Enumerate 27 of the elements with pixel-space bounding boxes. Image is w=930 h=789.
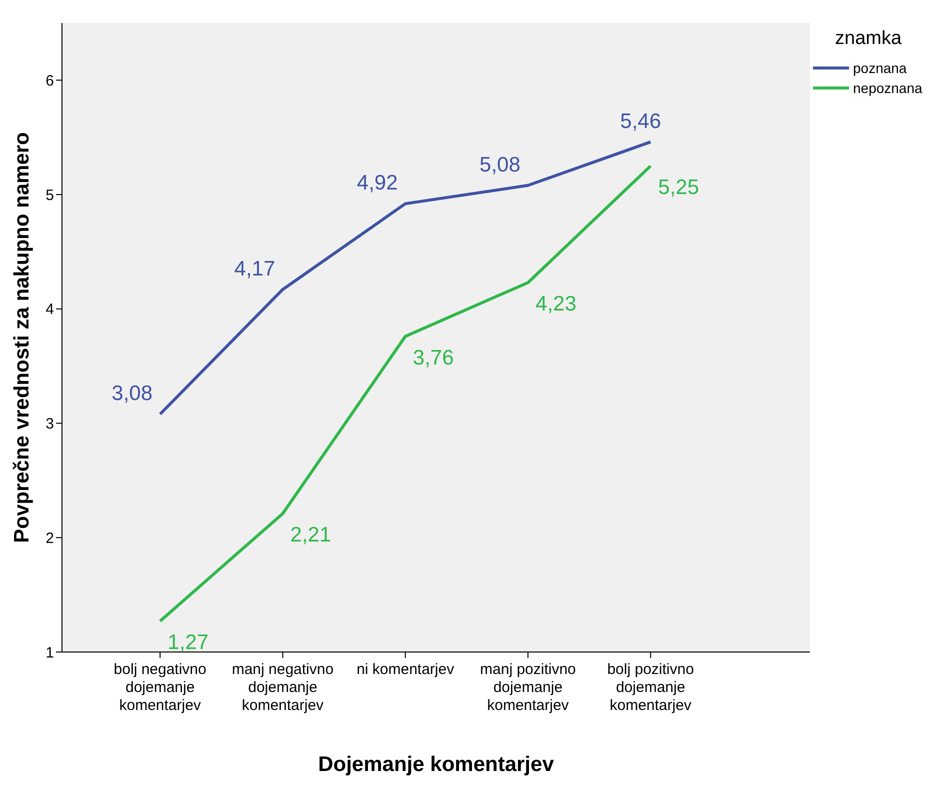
data-label: 5,25 (658, 176, 700, 199)
y-axis-title: Povprečne vrednosti za nakupno namero (10, 132, 34, 543)
legend-label: poznana (853, 60, 907, 76)
y-tick-label: 6 (46, 72, 54, 90)
x-tick-label: manj negativno dojemanje komentarjev (232, 661, 334, 714)
data-label: 1,27 (168, 631, 209, 654)
y-tick-label: 1 (46, 644, 54, 662)
x-tick-label: bolj pozitivno dojemanje komentarjev (607, 661, 694, 714)
data-label: 5,08 (480, 153, 520, 176)
x-tick-label: ni komentarjev (356, 661, 455, 678)
x-tick-label: manj pozitivno dojemanje komentarjev (480, 661, 576, 714)
y-tick-label: 2 (46, 530, 54, 547)
legend-label: nepoznana (853, 80, 922, 96)
data-label: 4,23 (536, 292, 576, 316)
data-label: 2,21 (290, 524, 332, 547)
x-tick-label: bolj negativno dojemanje komentarjev (114, 661, 206, 714)
data-label: 4,92 (356, 172, 398, 195)
x-axis-title: Dojemanje komentarjev (318, 753, 554, 776)
line-series (158, 140, 652, 416)
y-tick-label: 3 (46, 416, 54, 433)
data-label: 4,17 (234, 257, 276, 280)
data-label: 3,76 (412, 346, 454, 370)
data-label: 5,46 (620, 110, 662, 133)
data-label: 3,08 (112, 382, 153, 406)
y-tick-label: 4 (46, 301, 54, 318)
legend-title: znamka (835, 28, 903, 50)
y-tick-label: 5 (46, 186, 54, 204)
